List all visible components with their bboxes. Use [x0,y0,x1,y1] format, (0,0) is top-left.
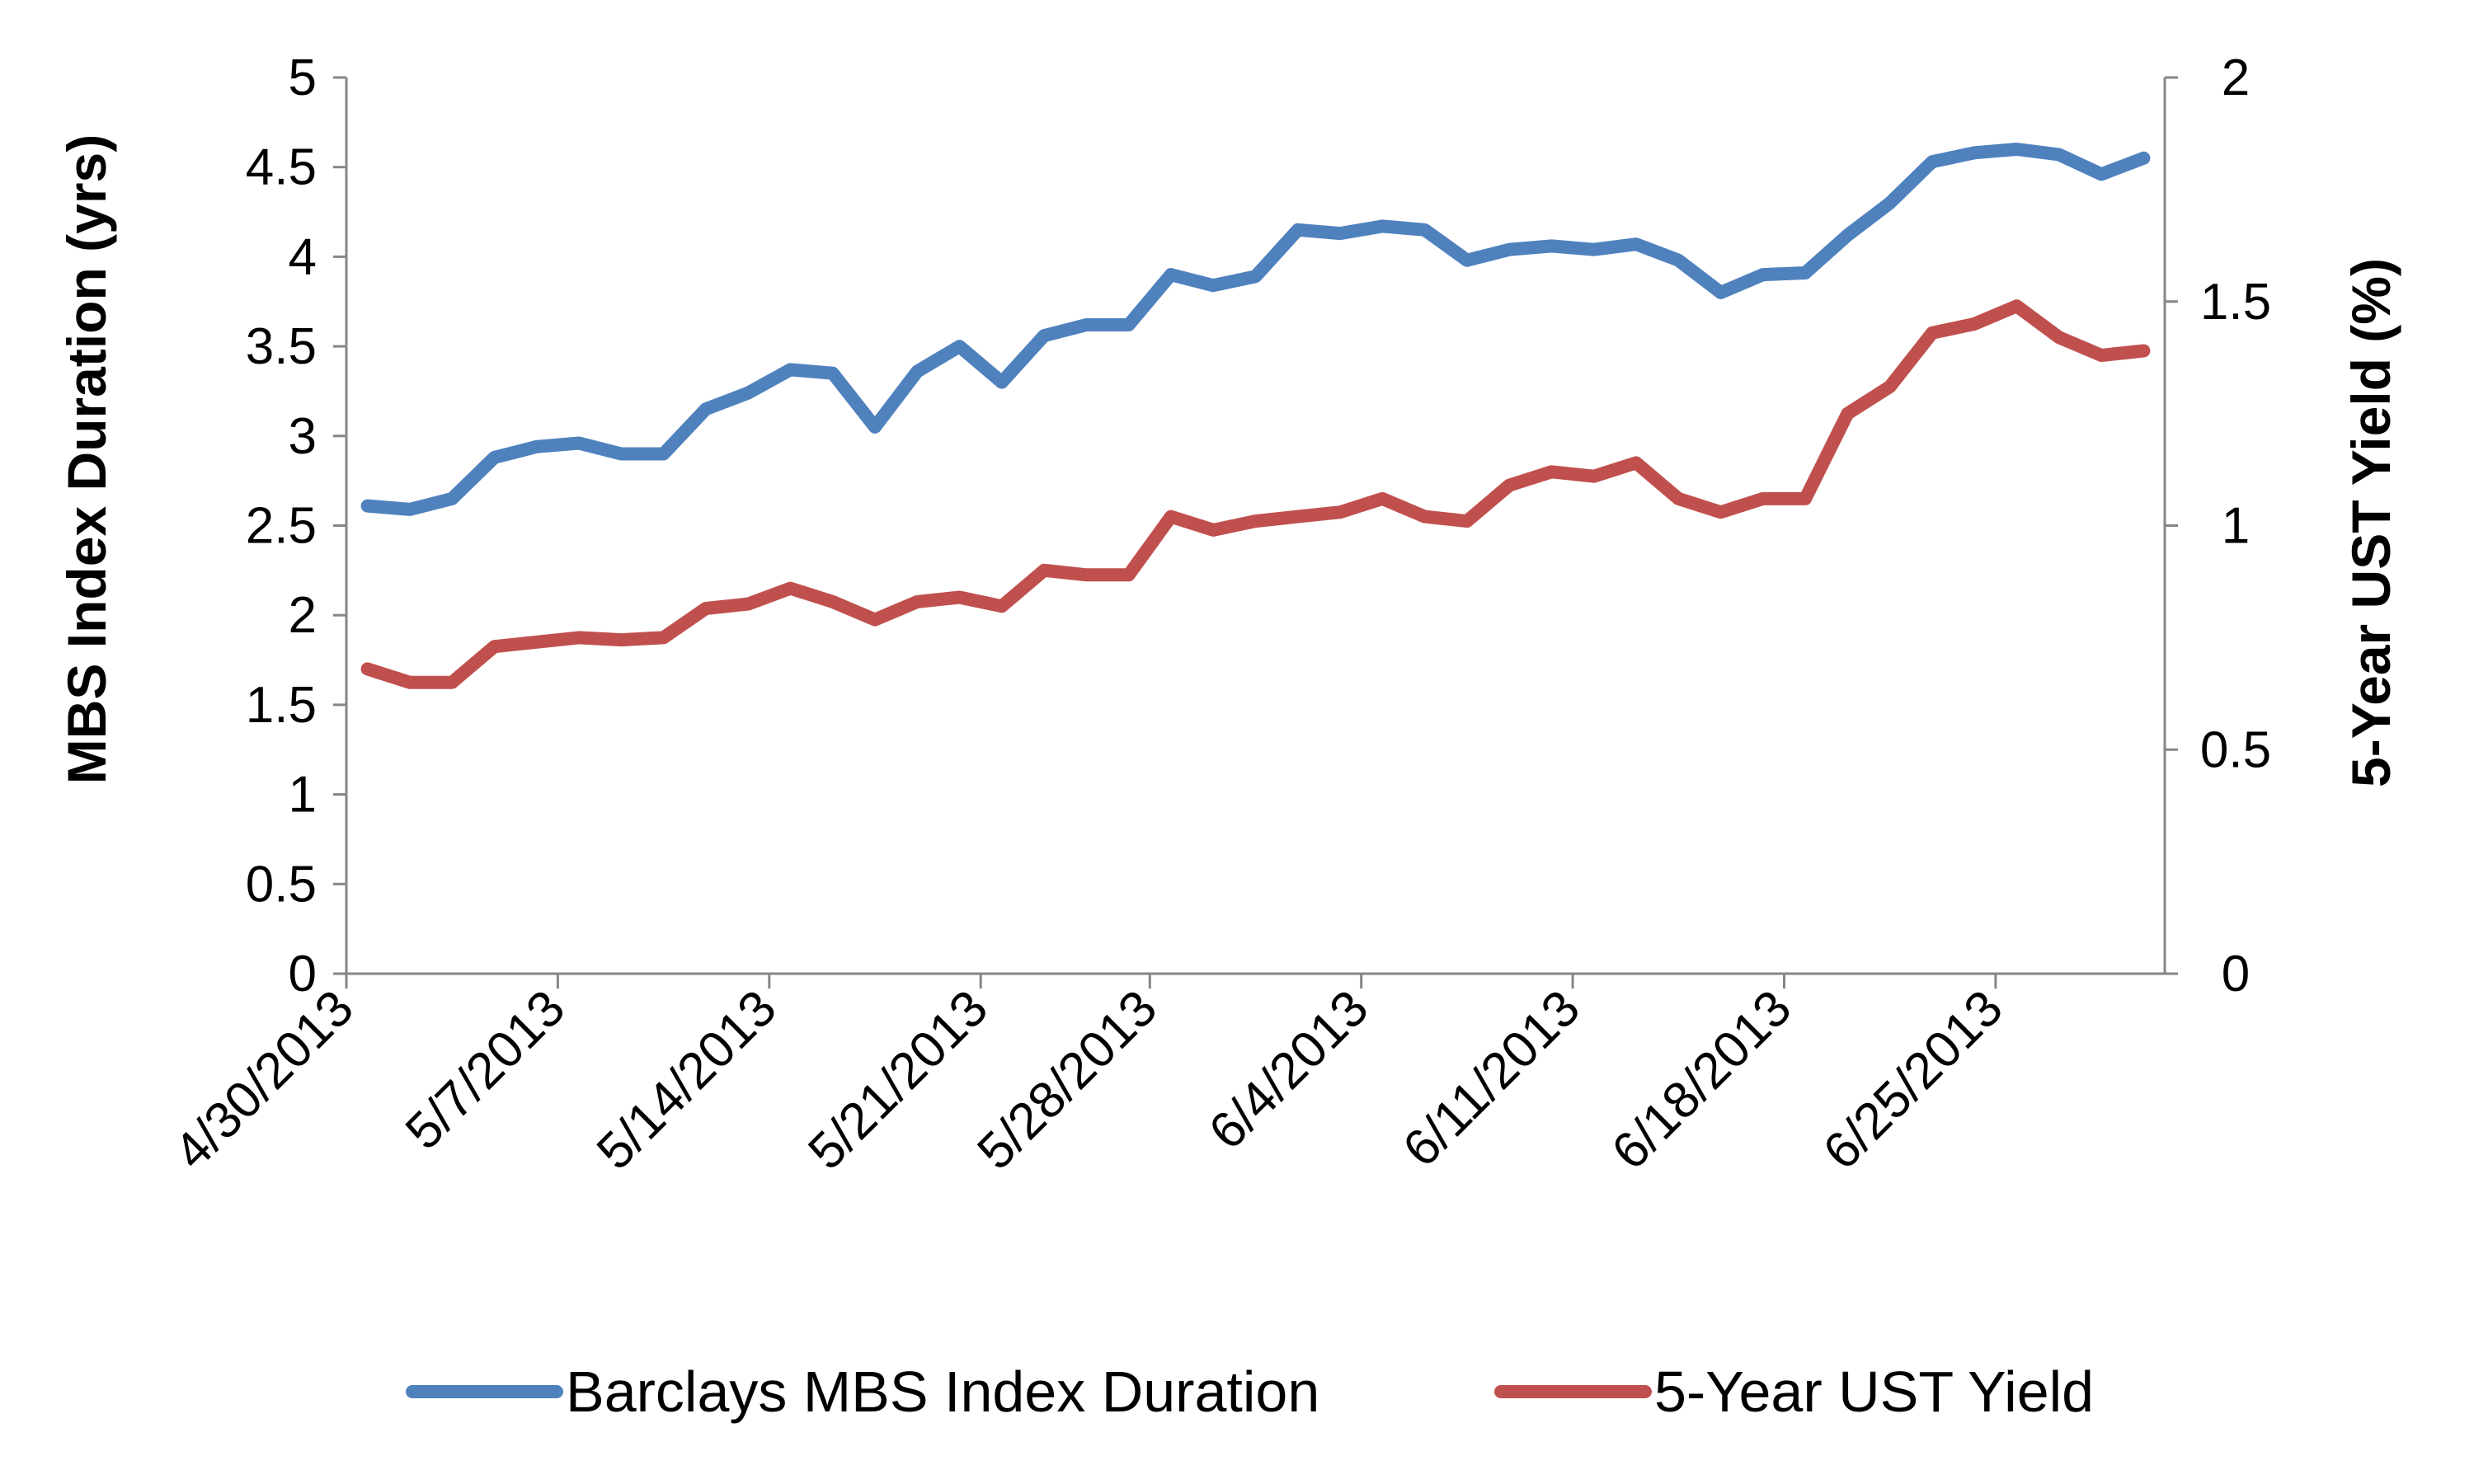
x-tick-label: 6/4/2013 [1198,979,1379,1160]
left-y-tick-label: 2.5 [246,498,317,555]
x-tick-label: 5/7/2013 [395,979,576,1160]
right-axis-title: 5-Year UST Yield (%) [2340,258,2401,787]
left-y-tick-label: 3.5 [246,318,317,375]
x-tick-label: 6/11/2013 [1392,979,1591,1178]
legend-label-2: 5-Year UST Yield [1654,1360,2094,1424]
legend: Barclays MBS Index Duration 5-Year UST Yi… [406,1360,2094,1424]
left-y-tick-label: 0 [289,946,317,1003]
left-y-tick-label: 4.5 [246,139,317,196]
series-line-2 [360,299,2151,689]
left-axis-title: MBS Index Duration (yrs) [56,134,117,784]
x-tick-label: 6/18/2013 [1602,979,1803,1181]
left-y-tick-label: 2 [289,587,317,644]
right-y-tick-label: 1 [2222,498,2250,555]
left-y-tick-label: 3 [289,408,317,465]
series-line-1 [360,143,2151,516]
right-y-tick-label: 0.5 [2200,721,2271,778]
left-y-tick-label: 5 [289,49,317,106]
x-tick-label: 5/28/2013 [967,979,1168,1181]
x-tick-label: 5/14/2013 [586,979,788,1181]
left-y-tick-label: 1 [289,767,317,824]
right-y-tick-label: 0 [2222,946,2250,1003]
x-tick-label: 4/30/2013 [163,979,365,1181]
x-tick-label: 6/25/2013 [1813,979,2014,1181]
legend-label-1: Barclays MBS Index Duration [566,1360,1319,1424]
right-y-tick-label: 2 [2222,49,2250,106]
series-lines [360,143,2151,689]
x-tick-label: 5/21/2013 [797,979,999,1181]
right-y-tick-label: 1.5 [2200,274,2271,331]
left-y-tick-label: 1.5 [246,677,317,734]
left-y-tick-label: 4 [289,228,317,285]
left-y-tick-label: 0.5 [246,856,317,913]
